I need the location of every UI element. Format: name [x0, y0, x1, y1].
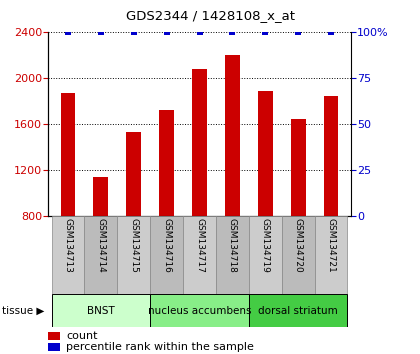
Bar: [48, 343, 60, 351]
Bar: [258, 91, 273, 216]
Text: count: count: [66, 331, 98, 341]
Bar: [150, 216, 183, 294]
Bar: [282, 216, 315, 294]
Text: dorsal striatum: dorsal striatum: [258, 306, 338, 316]
Point: [295, 29, 302, 35]
Point: [130, 29, 137, 35]
Bar: [150, 294, 249, 327]
Text: GSM134717: GSM134717: [195, 218, 204, 273]
Text: GSM134713: GSM134713: [63, 218, 73, 273]
Point: [262, 29, 269, 35]
Bar: [192, 69, 207, 216]
Text: GSM134718: GSM134718: [228, 218, 237, 273]
Point: [97, 29, 104, 35]
Text: GSM134719: GSM134719: [261, 218, 270, 273]
Text: GSM134714: GSM134714: [97, 218, 105, 273]
Bar: [249, 294, 347, 327]
Bar: [323, 96, 339, 216]
Bar: [225, 55, 240, 216]
Text: GSM134720: GSM134720: [294, 218, 302, 273]
Text: percentile rank within the sample: percentile rank within the sample: [66, 342, 255, 352]
Text: GDS2344 / 1428108_x_at: GDS2344 / 1428108_x_at: [126, 9, 294, 22]
Bar: [315, 216, 347, 294]
Bar: [94, 177, 108, 216]
Bar: [249, 216, 282, 294]
Bar: [291, 119, 305, 216]
Point: [328, 29, 334, 35]
Point: [65, 29, 71, 35]
Text: BNST: BNST: [87, 306, 115, 316]
Bar: [48, 331, 60, 339]
Text: GSM134721: GSM134721: [326, 218, 336, 273]
Bar: [216, 216, 249, 294]
Bar: [159, 110, 174, 216]
Bar: [52, 294, 150, 327]
Point: [163, 29, 170, 35]
Bar: [60, 93, 76, 216]
Text: tissue ▶: tissue ▶: [2, 306, 45, 316]
Bar: [183, 216, 216, 294]
Text: GSM134715: GSM134715: [129, 218, 138, 273]
Text: nucleus accumbens: nucleus accumbens: [148, 306, 251, 316]
Point: [196, 29, 203, 35]
Bar: [126, 132, 141, 216]
Point: [229, 29, 236, 35]
Bar: [117, 216, 150, 294]
Bar: [52, 216, 84, 294]
Bar: [84, 216, 117, 294]
Text: GSM134716: GSM134716: [162, 218, 171, 273]
